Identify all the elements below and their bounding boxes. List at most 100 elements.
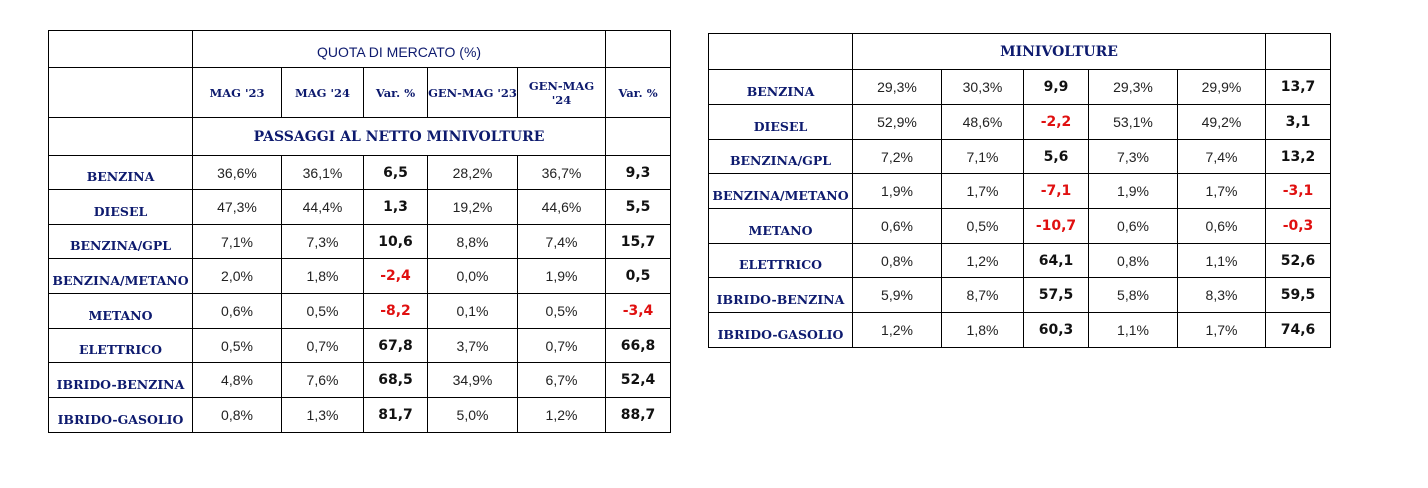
variation-cell: 59,5 [1265, 277, 1331, 313]
variation-cell: -2,4 [363, 258, 428, 294]
value-cell: 8,3% [1177, 277, 1266, 313]
value-cell: 0,5% [192, 328, 282, 363]
column-header: Var. % [605, 67, 671, 118]
value-cell: 1,9% [1088, 173, 1178, 209]
variation-cell: 15,7 [605, 224, 671, 259]
value-cell: 44,6% [517, 189, 606, 225]
variation-cell: -10,7 [1023, 208, 1089, 244]
row-label: BENZINA/METANO [708, 173, 853, 209]
variation-cell: 9,9 [1023, 69, 1089, 105]
variation-cell: 0,5 [605, 258, 671, 294]
table-row: DIESEL 47,3% 44,4% 1,3 19,2% 44,6% 5,5 [48, 189, 671, 225]
variation-cell: -7,1 [1023, 173, 1089, 209]
column-header: GEN-MAG '23 [427, 67, 518, 118]
table-row: DIESEL 52,9% 48,6% -2,2 53,1% 49,2% 3,1 [708, 104, 1331, 140]
column-header: MAG '24 [281, 67, 364, 118]
variation-cell: -2,2 [1023, 104, 1089, 140]
variation-cell: 5,5 [605, 189, 671, 225]
value-cell: 1,1% [1088, 312, 1178, 348]
value-cell: 1,9% [852, 173, 942, 209]
table-row: ELETTRICO 0,8% 1,2% 64,1 0,8% 1,1% 52,6 [708, 243, 1331, 278]
variation-cell: 74,6 [1265, 312, 1331, 348]
value-cell: 1,7% [1177, 173, 1266, 209]
header-row-quota: QUOTA DI MERCATO (%) [48, 30, 671, 68]
value-cell: 19,2% [427, 189, 518, 225]
row-label: BENZINA [48, 155, 193, 190]
variation-cell: -0,3 [1265, 208, 1331, 244]
value-cell: 0,5% [517, 293, 606, 329]
row-label: METANO [708, 208, 853, 244]
value-cell: 34,9% [427, 362, 518, 398]
row-label: BENZINA/GPL [708, 139, 853, 174]
value-cell: 7,4% [1177, 139, 1266, 174]
row-label: DIESEL [708, 104, 853, 140]
variation-cell: 13,7 [1265, 69, 1331, 105]
value-cell: 0,8% [1088, 243, 1178, 278]
empty-corner-cell [708, 33, 853, 70]
value-cell: 5,9% [852, 277, 942, 313]
value-cell: 0,5% [941, 208, 1024, 244]
value-cell: 0,6% [192, 293, 282, 329]
header-row-subtitle: PASSAGGI AL NETTO MINIVOLTURE [48, 117, 671, 156]
value-cell: 8,8% [427, 224, 518, 259]
variation-cell: 60,3 [1023, 312, 1089, 348]
value-cell: 7,1% [192, 224, 282, 259]
variation-cell: 3,1 [1265, 104, 1331, 140]
value-cell: 36,1% [281, 155, 364, 190]
variation-cell: 64,1 [1023, 243, 1089, 278]
value-cell: 29,3% [852, 69, 942, 105]
value-cell: 0,5% [281, 293, 364, 329]
table-row: ELETTRICO 0,5% 0,7% 67,8 3,7% 0,7% 66,8 [48, 328, 671, 363]
value-cell: 0,0% [427, 258, 518, 294]
table-row: BENZINA/METANO 1,9% 1,7% -7,1 1,9% 1,7% -3,1 [708, 173, 1331, 209]
value-cell: 30,3% [941, 69, 1024, 105]
empty-corner-cell [48, 67, 193, 118]
value-cell: 1,2% [941, 243, 1024, 278]
value-cell: 7,3% [1088, 139, 1178, 174]
value-cell: 4,8% [192, 362, 282, 398]
variation-cell: 52,6 [1265, 243, 1331, 278]
value-cell: 0,6% [852, 208, 942, 244]
row-label: ELETTRICO [48, 328, 193, 363]
column-header: GEN-MAG '24 [517, 67, 606, 118]
value-cell: 7,2% [852, 139, 942, 174]
variation-cell: 67,8 [363, 328, 428, 363]
variation-cell: 6,5 [363, 155, 428, 190]
row-label: METANO [48, 293, 193, 329]
row-label: BENZINA/METANO [48, 258, 193, 294]
value-cell: 1,3% [281, 397, 364, 433]
value-cell: 1,2% [852, 312, 942, 348]
value-cell: 49,2% [1177, 104, 1266, 140]
table-row: IBRIDO-BENZINA 4,8% 7,6% 68,5 34,9% 6,7% 52,4 [48, 362, 671, 398]
value-cell: 0,6% [1088, 208, 1178, 244]
column-header: MAG '23 [192, 67, 282, 118]
row-label: IBRIDO-GASOLIO [708, 312, 853, 348]
variation-cell: 68,5 [363, 362, 428, 398]
row-label: ELETTRICO [708, 243, 853, 278]
value-cell: 0,8% [192, 397, 282, 433]
table-row: BENZINA 29,3% 30,3% 9,9 29,3% 29,9% 13,7 [708, 69, 1331, 105]
variation-cell: 9,3 [605, 155, 671, 190]
value-cell: 29,9% [1177, 69, 1266, 105]
market-share-table: QUOTA DI MERCATO (%) MAG '23 MAG '24 Var… [48, 30, 671, 433]
table-row: BENZINA/GPL 7,2% 7,1% 5,6 7,3% 7,4% 13,2 [708, 139, 1331, 174]
value-cell: 1,7% [941, 173, 1024, 209]
value-cell: 28,2% [427, 155, 518, 190]
row-label: IBRIDO-GASOLIO [48, 397, 193, 433]
row-label: BENZINA/GPL [48, 224, 193, 259]
empty-header-cell [605, 117, 671, 156]
header-row-columns: MAG '23 MAG '24 Var. % GEN-MAG '23 GEN-M… [48, 67, 671, 118]
variation-cell: -8,2 [363, 293, 428, 329]
value-cell: 1,7% [1177, 312, 1266, 348]
row-label: BENZINA [708, 69, 853, 105]
table-row: IBRIDO-BENZINA 5,9% 8,7% 57,5 5,8% 8,3% 59,5 [708, 277, 1331, 313]
value-cell: 6,7% [517, 362, 606, 398]
empty-corner-cell [48, 117, 193, 156]
value-cell: 52,9% [852, 104, 942, 140]
empty-header-cell [1265, 33, 1331, 70]
value-cell: 5,8% [1088, 277, 1178, 313]
left-table-body: BENZINA 36,6% 36,1% 6,5 28,2% 36,7% 9,3 DIESEL 4… [48, 155, 671, 433]
value-cell: 0,6% [1177, 208, 1266, 244]
row-label: DIESEL [48, 189, 193, 225]
variation-cell: 88,7 [605, 397, 671, 433]
